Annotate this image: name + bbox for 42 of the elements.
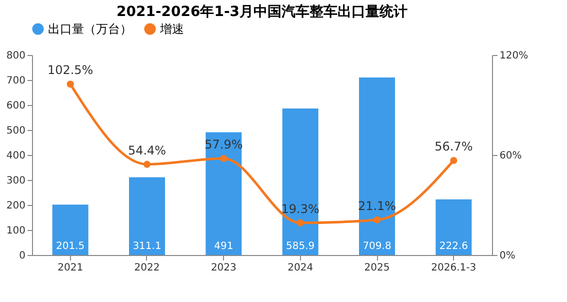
- data-label: 311.1: [132, 241, 162, 252]
- data-label: 222.6: [439, 241, 468, 252]
- data-label: 102.5%: [47, 63, 94, 78]
- y-tick-label: 200: [6, 200, 26, 212]
- point: [220, 154, 228, 162]
- point: [450, 156, 458, 164]
- data-label: 201.5: [56, 241, 85, 252]
- y2-tick-label: 0%: [500, 250, 516, 262]
- point: [143, 160, 151, 168]
- y-tick-label: 300: [6, 176, 26, 186]
- data-label: 56.7%: [434, 140, 473, 154]
- bar: [436, 199, 472, 255]
- y-tick-label: 500: [6, 126, 26, 136]
- y2-tick-label: 60%: [500, 150, 522, 162]
- bar: [206, 132, 242, 255]
- point: [373, 216, 381, 224]
- bar: [282, 108, 318, 255]
- y-tick-label: 800: [6, 50, 26, 62]
- y-tick-label: 0: [19, 250, 26, 262]
- x-tick-label: 2024: [288, 262, 314, 274]
- y-tick-label: 600: [6, 100, 26, 112]
- y-tick-label: 700: [6, 76, 26, 86]
- bar: [359, 78, 395, 255]
- x-tick-label: 2022: [134, 262, 160, 274]
- legend-label: 增速: [159, 22, 184, 36]
- y-tick-label: 100: [6, 226, 26, 236]
- data-label: 709.8: [362, 241, 392, 252]
- x-tick-label: 2023: [210, 262, 236, 274]
- x-tick-label: 2026.1-3: [431, 262, 476, 274]
- bar: [52, 204, 88, 255]
- bar: [129, 177, 165, 255]
- y2-tick-label: 120%: [500, 50, 528, 62]
- data-label: 585.9: [286, 241, 315, 252]
- point: [66, 80, 74, 88]
- x-tick-label: 2025: [364, 262, 390, 274]
- chart-title: 2021-2026年1-3月中国汽车整车出口量统计: [116, 3, 408, 20]
- point: [296, 219, 304, 226]
- legend-label: 出口量（万台）: [48, 22, 132, 36]
- data-label: 54.4%: [128, 143, 166, 158]
- data-label: 491: [214, 241, 234, 252]
- y-tick-label: 400: [6, 150, 26, 162]
- x-tick-label: 2021: [58, 262, 84, 274]
